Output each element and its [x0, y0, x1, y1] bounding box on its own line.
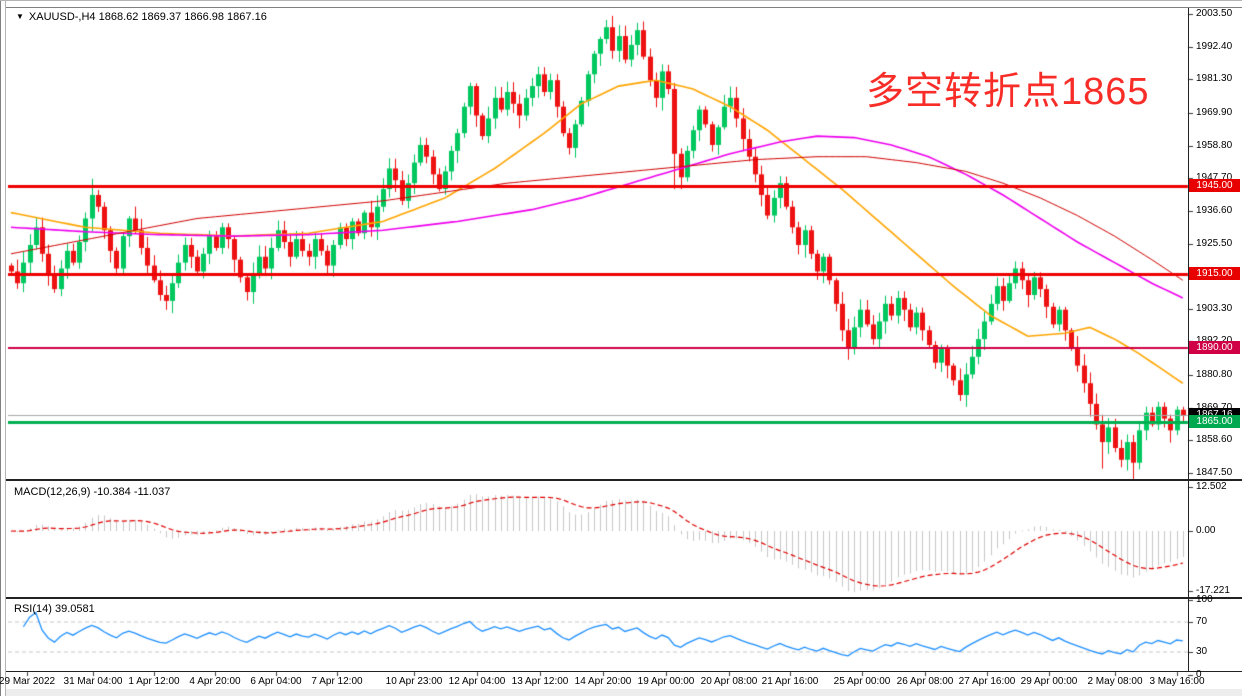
window-left-edge-inner	[5, 0, 6, 696]
time-tick-label: 26 Apr 08:00	[896, 676, 954, 687]
rsi-tick-label: 0	[1196, 668, 1202, 680]
time-axis-separator	[6, 671, 1242, 672]
window-top-edge	[0, 0, 1242, 1]
time-tick-label: 4 Apr 20:00	[189, 676, 241, 687]
price-scale-border	[1188, 8, 1189, 672]
price-tick-label: 1925.50	[1196, 237, 1233, 249]
hline-badge-1890-00: 1890.00	[1189, 341, 1240, 354]
rsi-tick-label: 100	[1196, 593, 1213, 605]
price-tick-label: 1847.50	[1196, 467, 1233, 478]
time-tick-label: 2 May 08:00	[1087, 676, 1143, 687]
price-tick-label: 1903.30	[1196, 302, 1233, 314]
price-tick-label: 1981.30	[1196, 73, 1233, 85]
time-tick-label: 13 Apr 12:00	[511, 676, 569, 687]
price-macd-separator[interactable]	[6, 479, 1242, 481]
symbol-ohlc-text: XAUUSD-,H4 1868.62 1869.37 1866.98 1867.…	[28, 11, 267, 23]
time-tick-label: 1 Apr 12:00	[128, 676, 180, 687]
time-tick-label: 20 Apr 08:00	[700, 676, 758, 687]
hline-badge-1945-00: 1945.00	[1189, 179, 1240, 192]
macd-tick-label: 12.502	[1196, 481, 1227, 493]
chart-top-border	[6, 7, 1242, 8]
price-tick-label: 1936.60	[1196, 204, 1233, 216]
macd-tick-label: 0.00	[1196, 525, 1216, 536]
time-tick-label: 27 Apr 16:00	[958, 676, 1016, 687]
hline-badge-1915-00: 1915.00	[1189, 267, 1240, 280]
time-tick-label: 10 Apr 23:00	[385, 676, 443, 687]
time-tick-label: 3 May 16:00	[1149, 676, 1205, 687]
macd-rsi-separator[interactable]	[6, 597, 1242, 599]
price-tick-label: 1947.70	[1196, 172, 1233, 184]
rsi-indicator-label: RSI(14) 39.0581	[14, 603, 95, 615]
rsi-tick-label: 70	[1196, 616, 1208, 627]
time-tick-label: 12 Apr 04:00	[448, 676, 506, 687]
symbol-dropdown-arrow[interactable]: ▼	[16, 12, 24, 21]
price-tick-label: 2003.50	[1196, 8, 1233, 19]
macd-indicator-label: MACD(12,26,9) -10.384 -11.037	[14, 486, 171, 498]
price-tick-label: 1858.60	[1196, 434, 1233, 446]
chart-header: ▼ XAUUSD-,H4 1868.62 1869.37 1866.98 1867…	[16, 11, 267, 23]
hline-badge-1865-00: 1865.00	[1189, 415, 1240, 428]
time-tick-label: 21 Apr 16:00	[761, 676, 819, 687]
macd-tick-label: -17.221	[1196, 585, 1230, 597]
price-tick-label: 1892.20	[1196, 335, 1232, 346]
window-left-edge-outer	[0, 0, 1, 696]
rsi-tick-label: 30	[1196, 646, 1208, 657]
time-tick-label: 6 Apr 04:00	[250, 676, 302, 687]
time-tick-label: 29 Apr 00:00	[1020, 676, 1078, 687]
price-tick-label: 1992.40	[1196, 40, 1233, 52]
price-tick-label: 1958.80	[1196, 139, 1233, 151]
time-tick-label: 25 Apr 00:00	[833, 676, 891, 687]
annotation-text: 多空转折点1865	[866, 71, 1150, 113]
time-tick-label: 29 Mar 2022	[0, 676, 56, 687]
price-tick-label: 1880.80	[1196, 369, 1233, 381]
time-tick-label: 31 Mar 04:00	[63, 676, 123, 687]
time-tick-label: 19 Apr 00:00	[637, 676, 695, 687]
window-bottom-strip	[6, 689, 1242, 696]
time-tick-label: 14 Apr 20:00	[574, 676, 632, 687]
time-tick-label: 7 Apr 12:00	[311, 676, 363, 687]
price-tick-label: 1869.70	[1196, 402, 1232, 413]
price-tick-label: 1969.90	[1196, 106, 1233, 118]
